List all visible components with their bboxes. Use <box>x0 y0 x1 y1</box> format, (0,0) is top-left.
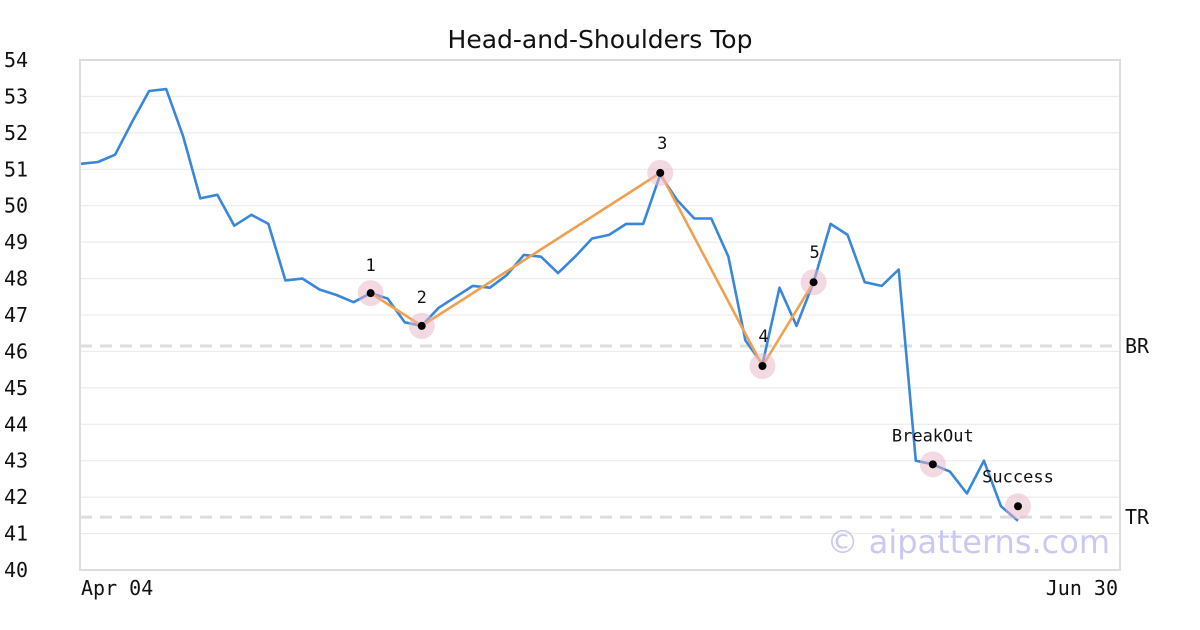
y-axis: 40 41 42 43 44 45 46 47 48 49 50 51 52 53 54 <box>4 48 28 582</box>
y-tick-label: 50 <box>4 194 28 218</box>
price-line <box>80 87 1019 522</box>
y-tick-label: 46 <box>4 339 28 363</box>
x-axis: Apr 04 Jun 30 <box>81 576 1118 600</box>
y-tick-label: 48 <box>4 267 28 291</box>
x-tick-label: Apr 04 <box>81 576 153 600</box>
marker-label: Success <box>982 467 1054 487</box>
marker-label: 4 <box>758 327 768 347</box>
plot-border <box>79 59 1121 571</box>
y-tick-label: 47 <box>4 303 28 327</box>
marker-label: 3 <box>657 134 667 154</box>
marker-label: BreakOut <box>892 426 974 446</box>
marker-dot <box>656 168 665 177</box>
reference-line-label: TR <box>1125 505 1150 529</box>
marker-dot <box>366 289 375 298</box>
y-tick-label: 53 <box>4 84 28 108</box>
marker-label: 1 <box>365 256 375 276</box>
marker-dot <box>758 362 767 370</box>
marker-dot <box>809 278 818 287</box>
watermark: © aipatterns.com <box>827 523 1110 561</box>
y-tick-label: 41 <box>4 522 28 546</box>
pattern-line <box>369 171 815 368</box>
chart-title: Head-and-Shoulders Top <box>448 25 753 54</box>
reference-lines: BR TR <box>80 334 1150 529</box>
y-tick-label: 52 <box>4 121 28 145</box>
y-tick-label: 54 <box>4 48 28 72</box>
y-tick-label: 49 <box>4 230 28 254</box>
y-tick-label: 51 <box>4 157 28 181</box>
marker-dot <box>928 460 937 469</box>
y-tick-label: 40 <box>4 558 28 582</box>
marker-label: 2 <box>417 288 427 308</box>
reference-line-label: BR <box>1125 334 1150 358</box>
marker-dot <box>417 321 426 330</box>
marker-label: 5 <box>809 243 819 263</box>
plot-area: 1 2 3 4 5 BreakOut Success <box>80 87 1054 522</box>
grid-lines <box>80 95 1120 535</box>
y-tick-label: 45 <box>4 376 28 400</box>
marker-dot <box>1014 502 1022 511</box>
y-tick-label: 42 <box>4 485 28 509</box>
y-tick-label: 44 <box>4 412 28 436</box>
y-tick-label: 43 <box>4 449 28 473</box>
x-tick-label: Jun 30 <box>1046 576 1118 600</box>
